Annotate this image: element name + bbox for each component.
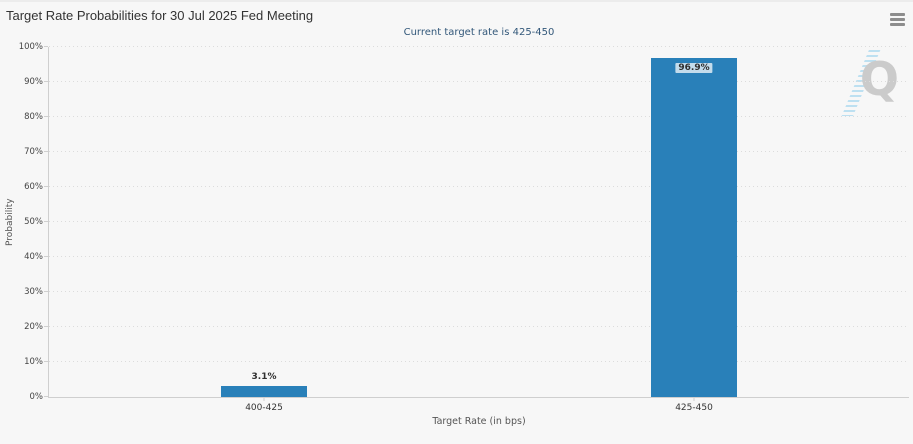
quikstrike-watermark-logo: Q [839, 50, 901, 118]
probability-bar[interactable] [651, 57, 737, 397]
y-axis-tick [44, 116, 48, 117]
y-tick-label: 60% [24, 182, 43, 192]
x-axis-tick [263, 397, 265, 401]
y-tick-label: 100% [18, 42, 43, 52]
y-tick-label: 40% [24, 252, 43, 262]
watermark-flash-icon [841, 50, 881, 116]
y-tick-label: 90% [24, 77, 43, 87]
probability-bar[interactable] [221, 386, 307, 397]
y-axis-tick [44, 221, 48, 222]
y-axis-tick [44, 186, 48, 187]
x-axis-title: Target Rate (in bps) [432, 416, 526, 427]
chart-title: Target Rate Probabilities for 30 Jul 202… [6, 8, 314, 23]
y-axis-tick [44, 396, 48, 397]
plot-area: Probability Target Rate (in bps) Q 0% 10%… [5, 42, 909, 427]
y-tick-label: 80% [24, 112, 43, 122]
watermark-q-letter: Q [859, 52, 899, 106]
y-gridline [49, 256, 909, 257]
x-category-label: 400-425 [245, 403, 283, 413]
x-category-label: 425-450 [675, 403, 713, 413]
y-axis-tick [44, 46, 48, 47]
y-gridline [49, 326, 909, 327]
hamburger-menu-icon[interactable] [888, 11, 907, 28]
y-gridline [49, 291, 909, 292]
y-axis-tick [44, 256, 48, 257]
y-tick-label: 70% [24, 147, 43, 157]
y-gridline [49, 81, 909, 82]
y-gridline [49, 186, 909, 187]
bar-value-label: 3.1% [251, 372, 277, 383]
bar-value-label: 96.9% [675, 62, 713, 73]
y-axis-tick [44, 81, 48, 82]
hamburger-bar [890, 18, 905, 21]
y-gridline [49, 151, 909, 152]
y-tick-label: 30% [24, 287, 43, 297]
y-tick-label: 10% [24, 357, 43, 367]
chart-subtitle: Current target rate is 425-450 [403, 27, 555, 38]
hamburger-bar [890, 13, 905, 16]
y-tick-label: 20% [24, 322, 43, 332]
y-axis-tick [44, 291, 48, 292]
y-axis-tick [44, 326, 48, 327]
y-axis-tick [44, 151, 48, 152]
y-gridline [49, 116, 909, 117]
y-gridline [49, 46, 909, 47]
y-tick-label: 0% [29, 392, 44, 402]
y-tick-label: 50% [24, 217, 43, 227]
y-axis-tick [44, 361, 48, 362]
hamburger-bar [890, 23, 905, 26]
y-gridline [49, 221, 909, 222]
y-gridline [49, 361, 909, 362]
x-axis-tick [693, 397, 695, 401]
